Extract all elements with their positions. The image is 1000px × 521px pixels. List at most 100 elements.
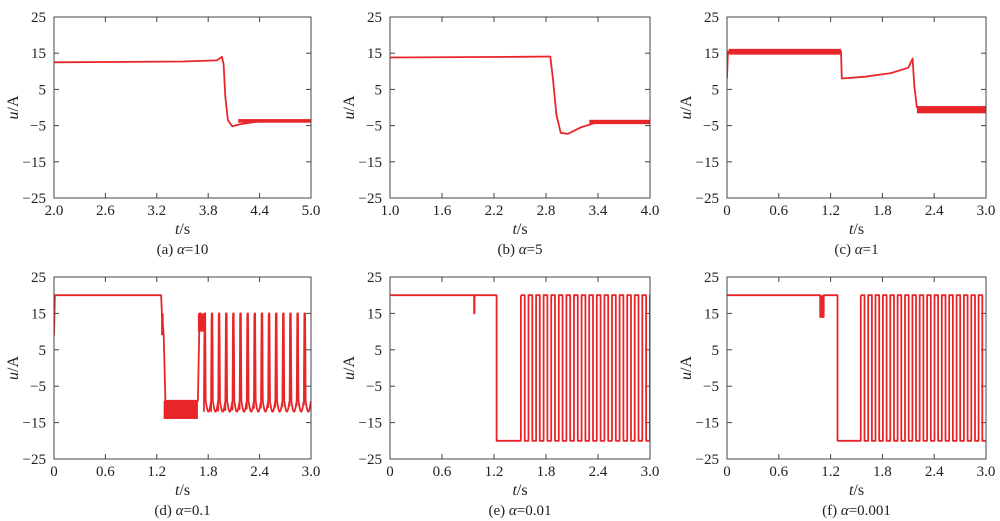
signal-line: [727, 294, 862, 442]
x-tick-label: 0.6: [769, 464, 788, 480]
y-tick-label: 5: [39, 82, 47, 98]
x-tick-label: 2.0: [45, 203, 64, 219]
caption-prefix: (d): [154, 503, 175, 519]
x-tick-label: 0.6: [433, 464, 452, 480]
caption-alpha: α: [841, 503, 850, 519]
signal-line: [390, 55, 650, 135]
x-axis-var: t: [849, 482, 854, 499]
panel-caption: (e) α=0.01: [489, 503, 552, 519]
y-tick-label: 25: [704, 270, 719, 286]
y-axis-unit: /A: [678, 95, 695, 111]
plot-frame: [53, 16, 312, 199]
y-tick-label: −15: [23, 155, 46, 171]
caption-value: =0.001: [849, 503, 891, 519]
x-axis-unit: /s: [853, 221, 864, 238]
data-group: [54, 55, 311, 128]
y-axis-label: u/A: [678, 95, 695, 119]
chart-panel-2: 1.0 1.6 2.2 2.8 3.4 4.0 25 15 5 −5 −15 −25 u/A t/s (b)…: [341, 10, 659, 258]
x-tick-label: 2.2: [485, 203, 504, 219]
y-tick-label: −25: [359, 452, 382, 468]
x-tick-label: 4.0: [641, 203, 660, 219]
caption-prefix: (b): [497, 242, 518, 258]
y-tick-label: −15: [359, 416, 382, 432]
y-tick-label: 15: [31, 46, 46, 62]
y-tick-label: −25: [359, 191, 382, 207]
plot-frame: [389, 276, 651, 460]
y-tick-label: −15: [696, 416, 719, 432]
y-tick-label: 15: [367, 46, 382, 62]
panel-caption: (a) α=10: [157, 242, 209, 258]
switching-signal: [520, 294, 650, 442]
y-axis-label: u/A: [678, 356, 695, 380]
y-tick-label: −5: [366, 119, 382, 135]
y-tick-label: 25: [31, 270, 46, 286]
caption-alpha: α: [509, 503, 518, 519]
oscillating-signal: [203, 312, 311, 413]
signal-line: [54, 55, 311, 128]
chart-panel-6: 0 0.6 1.2 1.8 2.4 3.0 25 15 5 −5 −15 −25 u/A t/s (f) α…: [678, 270, 995, 519]
y-tick-label: 15: [704, 46, 719, 62]
x-tick-label: 1.2: [821, 203, 840, 219]
panel-caption: (c) α=1: [834, 242, 878, 258]
x-tick-label: 1.2: [821, 464, 840, 480]
x-axis-unit: /s: [853, 482, 864, 499]
x-axis-var: t: [849, 221, 854, 238]
x-tick-label: 2.4: [925, 464, 944, 480]
y-tick-label: −15: [696, 155, 719, 171]
x-tick-label: 2.8: [537, 203, 556, 219]
data-group: [727, 48, 986, 114]
x-tick-label: 1.2: [485, 464, 504, 480]
x-tick-label: 0: [723, 464, 731, 480]
x-tick-label: 3.2: [147, 203, 166, 219]
y-axis-var: u: [678, 112, 695, 120]
y-axis-var: u: [678, 372, 695, 380]
data-group: [727, 294, 986, 442]
x-axis-var: t: [175, 221, 180, 238]
y-tick-label: 5: [712, 82, 720, 98]
caption-value: =0.01: [517, 503, 552, 519]
x-tick-label: 3.0: [977, 464, 996, 480]
x-tick-label: 5.0: [302, 203, 321, 219]
y-tick-label: 15: [704, 306, 719, 322]
x-tick-label: 0: [50, 464, 58, 480]
caption-value: =10: [185, 242, 208, 258]
x-tick-label: 0: [386, 464, 394, 480]
data-group: [54, 294, 311, 419]
x-tick-label: 0.6: [96, 464, 115, 480]
panel-caption: (f) α=0.001: [822, 503, 891, 519]
caption-prefix: (e): [489, 503, 509, 519]
y-tick-label: 5: [712, 343, 720, 359]
y-tick-label: −25: [696, 452, 719, 468]
y-tick-label: 15: [367, 306, 382, 322]
y-axis-unit: /A: [678, 356, 695, 372]
x-axis-label: t/s: [175, 221, 190, 238]
data-group: [390, 55, 650, 135]
signal-band: [163, 400, 198, 419]
x-tick-label: 1.2: [147, 464, 166, 480]
y-tick-label: 5: [375, 343, 383, 359]
caption-prefix: (a): [157, 242, 177, 258]
x-tick-label: 1.8: [873, 464, 892, 480]
y-tick-label: −5: [30, 119, 46, 135]
data-group: [390, 294, 650, 442]
y-axis-var: u: [5, 112, 22, 120]
y-axis-unit: /A: [5, 356, 22, 372]
x-axis-label: t/s: [175, 482, 190, 499]
y-tick-label: 5: [39, 343, 47, 359]
y-tick-label: 15: [31, 306, 46, 322]
plot-frame: [726, 276, 987, 460]
x-axis-var: t: [512, 221, 517, 238]
chart-panel-3: 0 0.6 1.2 1.8 2.4 3.0 25 15 5 −5 −15 −25 u/A t/s (c) α…: [678, 10, 995, 258]
caption-alpha: α: [177, 242, 186, 258]
y-tick-label: −25: [23, 452, 46, 468]
y-tick-label: 25: [31, 10, 46, 26]
y-tick-label: 25: [367, 270, 382, 286]
x-tick-label: 2.4: [250, 464, 269, 480]
y-tick-label: −5: [703, 379, 719, 395]
y-axis-var: u: [341, 372, 358, 380]
y-tick-label: 25: [367, 10, 382, 26]
caption-alpha: α: [176, 503, 185, 519]
y-axis-var: u: [341, 112, 358, 120]
y-axis-unit: /A: [5, 95, 22, 111]
plot-frame: [53, 276, 312, 460]
